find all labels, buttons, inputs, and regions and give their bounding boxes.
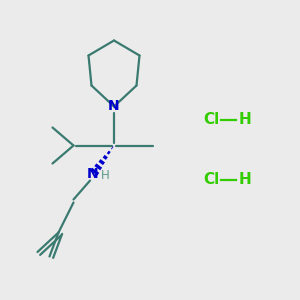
Text: N: N [108,100,120,113]
Text: Cl: Cl [203,112,219,128]
Text: H: H [238,172,251,188]
Text: Cl: Cl [203,172,219,188]
Text: H: H [101,169,110,182]
Text: H: H [238,112,251,128]
Text: N: N [87,167,99,181]
